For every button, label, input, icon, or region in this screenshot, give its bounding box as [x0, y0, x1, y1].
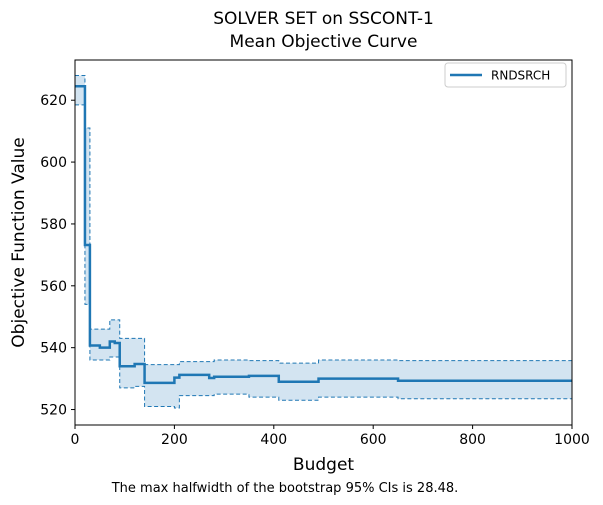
legend: RNDSRCH [444, 62, 567, 88]
x-tick-label: 0 [71, 432, 80, 448]
y-tick-label: 520 [40, 403, 67, 419]
legend-box [444, 62, 567, 88]
x-tick-label: 400 [260, 432, 287, 448]
x-tick-label: 800 [459, 432, 486, 448]
x-tick-label: 600 [360, 432, 387, 448]
series-line-layer [75, 74, 572, 409]
x-axis-ticks: 0 200 400 600 800 1000 [71, 425, 590, 448]
ci-upper-line-0 [75, 74, 572, 366]
ci-halfwidth-note: The max halfwidth of the bootstrap 95% C… [111, 481, 459, 496]
series-line-0 [75, 85, 572, 385]
y-tick-label: 600 [40, 155, 67, 171]
x-tick-label: 200 [161, 432, 188, 448]
y-tick-label: 620 [40, 93, 67, 109]
chart-title: SOLVER SET on SSCONT-1 [213, 9, 434, 29]
ci-lower-line-0 [75, 104, 572, 409]
y-tick-label: 540 [40, 341, 67, 357]
x-axis-label: Budget [293, 455, 354, 475]
plot-frame [74, 59, 573, 426]
y-axis-label: Objective Function Value [9, 137, 29, 347]
y-axis-ticks: 520 540 560 580 600 620 [40, 93, 75, 419]
legend-label-rndsrch: RNDSRCH [491, 69, 550, 83]
y-tick-label: 560 [40, 279, 67, 295]
chart-subtitle: Mean Objective Curve [230, 32, 418, 52]
ci-band-layer [75, 75, 572, 408]
y-tick-label: 580 [40, 217, 67, 233]
ci-band-0 [75, 75, 572, 408]
x-tick-label: 1000 [554, 432, 590, 448]
